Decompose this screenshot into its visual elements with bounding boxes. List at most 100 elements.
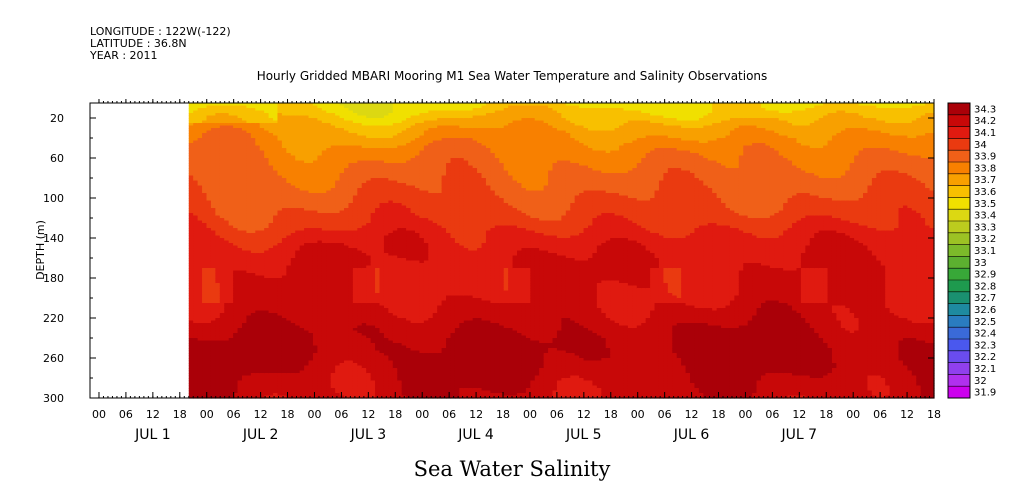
salinity-cell bbox=[250, 110, 256, 114]
salinity-cell bbox=[210, 390, 216, 394]
salinity-cell bbox=[273, 170, 279, 174]
salinity-cell bbox=[233, 290, 239, 294]
salinity-cell bbox=[268, 338, 274, 342]
salinity-cell bbox=[210, 125, 216, 129]
salinity-cell bbox=[273, 220, 279, 224]
salinity-cell bbox=[193, 310, 199, 314]
salinity-cell bbox=[210, 103, 216, 107]
salinity-cell bbox=[228, 285, 234, 289]
salinity-cell bbox=[188, 293, 194, 297]
salinity-cell bbox=[277, 198, 283, 202]
salinity-cell bbox=[273, 290, 279, 294]
salinity-cell bbox=[188, 113, 194, 117]
salinity-cell bbox=[242, 185, 248, 189]
salinity-cell bbox=[193, 330, 199, 334]
salinity-cell bbox=[219, 245, 225, 249]
salinity-cell bbox=[219, 198, 225, 202]
salinity-cell bbox=[233, 135, 239, 139]
salinity-cell bbox=[273, 333, 279, 337]
salinity-cell bbox=[264, 243, 270, 247]
salinity-cell bbox=[188, 358, 194, 362]
salinity-cell bbox=[250, 375, 256, 379]
salinity-cell bbox=[202, 185, 208, 189]
salinity-cell bbox=[233, 110, 239, 114]
salinity-cell bbox=[277, 273, 283, 277]
salinity-cell bbox=[188, 238, 194, 242]
salinity-cell bbox=[264, 338, 270, 342]
salinity-cell bbox=[255, 380, 261, 384]
salinity-cell bbox=[224, 328, 230, 332]
salinity-cell bbox=[206, 335, 212, 339]
salinity-cell bbox=[255, 140, 261, 144]
salinity-cell bbox=[259, 348, 265, 352]
salinity-cell bbox=[215, 345, 221, 349]
salinity-cell bbox=[277, 218, 283, 222]
salinity-cell bbox=[277, 213, 283, 217]
salinity-cell bbox=[242, 153, 248, 157]
salinity-cell bbox=[210, 338, 216, 342]
salinity-cell bbox=[224, 375, 230, 379]
salinity-cell bbox=[193, 173, 199, 177]
salinity-cell bbox=[197, 385, 203, 389]
salinity-cell bbox=[215, 228, 221, 232]
salinity-cell bbox=[255, 173, 261, 177]
salinity-cell bbox=[242, 228, 248, 232]
salinity-cell bbox=[259, 268, 265, 272]
salinity-cell bbox=[259, 248, 265, 252]
salinity-cell bbox=[197, 213, 203, 217]
salinity-cell bbox=[246, 128, 252, 132]
salinity-cell bbox=[268, 313, 274, 317]
salinity-cell bbox=[259, 128, 265, 132]
salinity-cell bbox=[193, 130, 199, 134]
salinity-cell bbox=[193, 115, 199, 119]
salinity-cell bbox=[242, 318, 248, 322]
salinity-cell bbox=[268, 373, 274, 377]
salinity-cell bbox=[228, 273, 234, 277]
salinity-cell bbox=[242, 160, 248, 164]
salinity-cell bbox=[193, 155, 199, 159]
salinity-cell bbox=[202, 388, 208, 392]
salinity-cell bbox=[224, 370, 230, 374]
salinity-cell bbox=[268, 230, 274, 234]
salinity-cell bbox=[237, 260, 243, 264]
salinity-cell bbox=[264, 253, 270, 257]
salinity-cell bbox=[197, 358, 203, 362]
salinity-cell bbox=[250, 160, 256, 164]
salinity-cell bbox=[255, 108, 261, 112]
salinity-cell bbox=[242, 103, 248, 107]
salinity-cell bbox=[277, 108, 283, 112]
salinity-cell bbox=[224, 200, 230, 204]
salinity-cell bbox=[206, 395, 212, 399]
salinity-cell bbox=[188, 123, 194, 127]
salinity-cell bbox=[228, 135, 234, 139]
salinity-cell bbox=[215, 248, 221, 252]
salinity-cell bbox=[228, 133, 234, 137]
salinity-cell bbox=[237, 370, 243, 374]
salinity-cell bbox=[255, 345, 261, 349]
salinity-cell bbox=[268, 240, 274, 244]
salinity-cell bbox=[188, 373, 194, 377]
salinity-cell bbox=[188, 133, 194, 137]
salinity-cell bbox=[268, 265, 274, 269]
salinity-cell bbox=[233, 125, 239, 129]
salinity-cell bbox=[215, 170, 221, 174]
salinity-cell bbox=[193, 343, 199, 347]
salinity-cell bbox=[242, 168, 248, 172]
salinity-cell bbox=[277, 130, 283, 134]
salinity-cell bbox=[264, 343, 270, 347]
salinity-cell bbox=[277, 215, 283, 219]
salinity-cell bbox=[210, 290, 216, 294]
salinity-cell bbox=[210, 378, 216, 382]
salinity-cell bbox=[233, 185, 239, 189]
latitude-label: LATITUDE : 36.8N bbox=[90, 37, 187, 50]
salinity-cell bbox=[219, 270, 225, 274]
salinity-cell bbox=[210, 203, 216, 207]
salinity-cell bbox=[219, 163, 225, 167]
salinity-cell bbox=[264, 190, 270, 194]
salinity-cell bbox=[242, 315, 248, 319]
salinity-cell bbox=[219, 310, 225, 314]
salinity-cell bbox=[228, 315, 234, 319]
salinity-cell bbox=[246, 180, 252, 184]
salinity-cell bbox=[273, 238, 279, 242]
salinity-cell bbox=[219, 173, 225, 177]
